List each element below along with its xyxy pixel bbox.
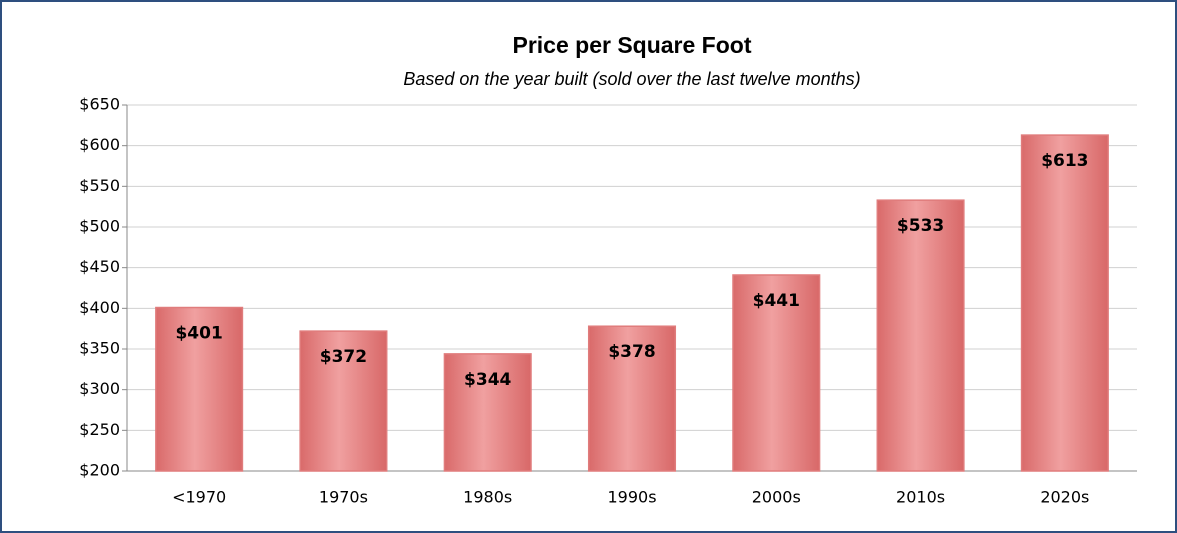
data-label: $372 bbox=[320, 347, 367, 367]
bar bbox=[1020, 134, 1109, 472]
chart-subtitle: Based on the year built (sold over the l… bbox=[403, 69, 860, 89]
data-label: $441 bbox=[753, 291, 800, 311]
bar bbox=[732, 274, 821, 472]
x-tick-label: <1970 bbox=[172, 488, 226, 507]
bar bbox=[443, 353, 532, 472]
bar bbox=[155, 306, 244, 472]
bar bbox=[299, 330, 388, 472]
bar bbox=[876, 199, 965, 472]
y-tick-label: $550 bbox=[79, 176, 120, 195]
x-tick-label: 1990s bbox=[607, 488, 656, 507]
x-tick-label: 1980s bbox=[463, 488, 512, 507]
chart-title: Price per Square Foot bbox=[512, 32, 751, 58]
data-label: $613 bbox=[1041, 151, 1088, 171]
data-label: $378 bbox=[608, 342, 655, 362]
y-tick-label: $600 bbox=[79, 135, 120, 154]
y-tick-label: $450 bbox=[79, 257, 120, 276]
bar bbox=[587, 325, 677, 472]
y-tick-label: $350 bbox=[79, 339, 120, 358]
data-label: $344 bbox=[464, 370, 511, 390]
y-tick-label: $250 bbox=[79, 420, 120, 439]
x-tick-label: 2020s bbox=[1040, 488, 1089, 507]
x-tick-label: 1970s bbox=[319, 488, 368, 507]
y-tick-label: $200 bbox=[79, 461, 120, 480]
data-label: $401 bbox=[175, 324, 222, 344]
x-tick-label: 2000s bbox=[752, 488, 801, 507]
y-tick-label: $400 bbox=[79, 298, 120, 317]
y-tick-label: $650 bbox=[79, 95, 120, 114]
data-label: $533 bbox=[897, 216, 944, 236]
y-tick-label: $500 bbox=[79, 217, 120, 236]
x-tick-label: 2010s bbox=[896, 488, 945, 507]
y-tick-label: $300 bbox=[79, 379, 120, 398]
